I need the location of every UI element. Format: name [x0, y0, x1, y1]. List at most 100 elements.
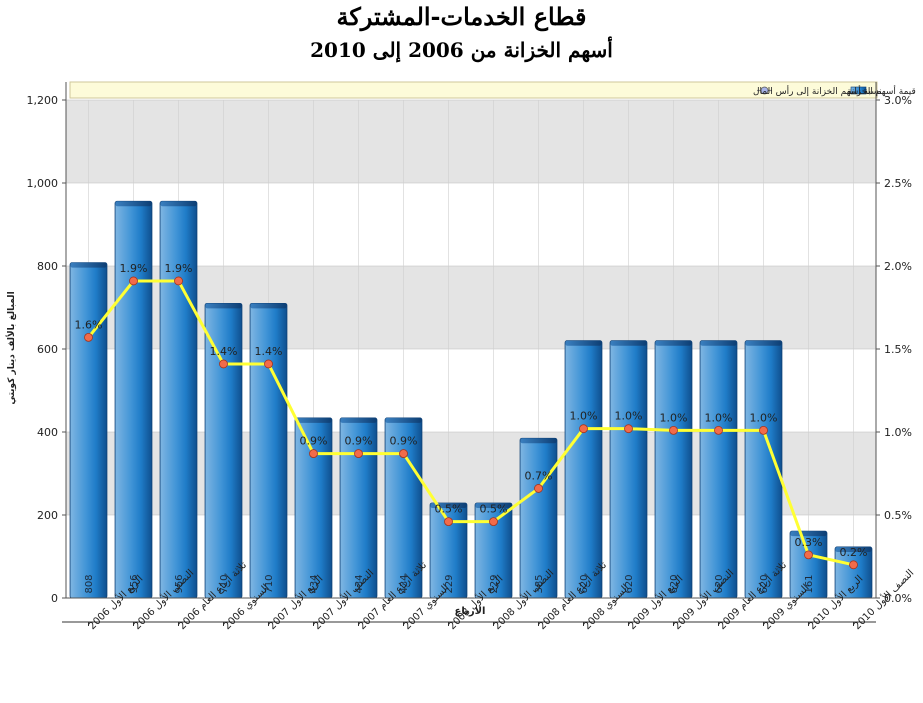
ratio-point [129, 276, 138, 286]
ratio-point-label: 1.4% [255, 345, 283, 358]
bar-cap [70, 262, 107, 268]
ratio-point-label: 1.4% [210, 345, 238, 358]
bar-value-label: 956 [129, 574, 140, 593]
bar-value-label: 808 [84, 574, 95, 593]
bar [69, 262, 108, 599]
grid-band [66, 432, 876, 515]
bar-cap [250, 303, 287, 309]
bar-cap [565, 340, 602, 346]
bar-value-label: 620 [579, 574, 590, 593]
ratio-point-label: 1.0% [705, 411, 733, 424]
y2-tick-label: 0.0% [884, 592, 912, 605]
bar [699, 340, 738, 599]
bar-value-label: 161 [804, 574, 815, 593]
ratio-point-label: 0.7% [525, 469, 553, 482]
bar [114, 200, 153, 599]
legend-line-label: نسبة أسهم الخزانة إلى رأس المال [753, 85, 882, 97]
bar-body [654, 340, 693, 599]
y-tick-label: 600 [37, 343, 58, 356]
bar-cap [835, 546, 872, 552]
ratio-point [669, 425, 678, 435]
bar-cap [745, 340, 782, 346]
ratio-point-label: 1.9% [120, 262, 148, 275]
bar-cap [520, 438, 557, 444]
ratio-point [849, 560, 858, 570]
ratio-point-label: 1.0% [570, 410, 598, 423]
y-tick-label: 1,200 [27, 94, 59, 107]
ratio-point-label: 0.9% [345, 435, 373, 448]
bar-cap [295, 417, 332, 423]
y2-tick-label: 3.0% [884, 94, 912, 107]
bar-body [564, 340, 603, 599]
y-tick-label: 1,000 [27, 177, 59, 190]
grid-band [66, 183, 876, 266]
ratio-point-label: 0.3% [795, 536, 823, 549]
ratio-point-label: 1.0% [750, 411, 778, 424]
ratio-point [264, 359, 273, 369]
legend-bar-swatch [850, 86, 867, 95]
grid-band [66, 266, 876, 349]
ratio-point [579, 424, 588, 434]
y-tick-label: 800 [37, 260, 58, 273]
bar-value-label: 620 [714, 574, 725, 593]
ratio-point [174, 276, 183, 286]
y2-tick-label: 1.0% [884, 426, 912, 439]
ratio-point-label: 0.2% [840, 546, 868, 559]
ratio-point [624, 424, 633, 434]
bar-cap [115, 201, 152, 207]
ratio-point [84, 332, 93, 342]
ratio-point [804, 550, 813, 560]
bar-cap [700, 340, 737, 346]
bar-value-label: 620 [759, 574, 770, 593]
bar [249, 302, 288, 599]
x-axis-label: الارباع [455, 606, 486, 617]
y2-tick-label: 2.5% [884, 177, 912, 190]
grid-band [66, 515, 876, 598]
bar [834, 546, 873, 599]
ratio-point [489, 517, 498, 527]
ratio-point [534, 484, 543, 493]
bar-cap [475, 502, 512, 508]
grid-band [66, 100, 876, 183]
y-tick-label: 200 [37, 509, 58, 522]
bar-value-label: 434 [354, 574, 365, 593]
legend-bar-label: قيمة أسهم الخزانة [847, 85, 916, 97]
bar-value-label: 710 [264, 574, 275, 593]
bar-value-label: 620 [669, 574, 680, 593]
y2-tick-label: 2.0% [884, 260, 912, 273]
bar [339, 417, 378, 599]
y-tick-label: 0 [51, 592, 58, 605]
bar-value-label: 229 [489, 574, 500, 593]
bar-value-label: 385 [534, 574, 545, 593]
ratio-point [444, 517, 453, 527]
ratio-point-label: 0.9% [390, 435, 418, 448]
ratio-point-label: 1.6% [75, 318, 103, 331]
ratio-point-label: 0.5% [435, 503, 463, 516]
bar [609, 340, 648, 599]
ratio-point-label: 1.0% [615, 410, 643, 423]
bar-value-label: 229 [444, 574, 455, 593]
y-tick-label: 400 [37, 426, 58, 439]
ratio-point-label: 1.0% [660, 411, 688, 424]
chart-title: قطاع الخدمات-المشتركة [336, 2, 587, 31]
bar-value-label: 956 [174, 574, 185, 593]
ratio-point [759, 425, 768, 435]
bar-cap [205, 303, 242, 309]
ratio-point [219, 359, 228, 369]
y2-tick-label: 1.5% [884, 343, 912, 356]
bar [294, 417, 333, 599]
bar-cap [340, 417, 377, 423]
grid-band [66, 349, 876, 432]
ratio-point [354, 449, 363, 458]
ratio-point [714, 425, 723, 435]
bar-cap [160, 201, 197, 207]
bar [654, 340, 693, 599]
y2-tick-label: 0.5% [884, 509, 912, 522]
ratio-point-label: 0.9% [300, 435, 328, 448]
ratio-point [309, 449, 318, 458]
bar [159, 200, 198, 599]
bar-value-label: 710 [219, 574, 230, 593]
bar-body [609, 340, 648, 599]
ratio-line [87, 279, 854, 567]
legend-box [69, 81, 878, 99]
